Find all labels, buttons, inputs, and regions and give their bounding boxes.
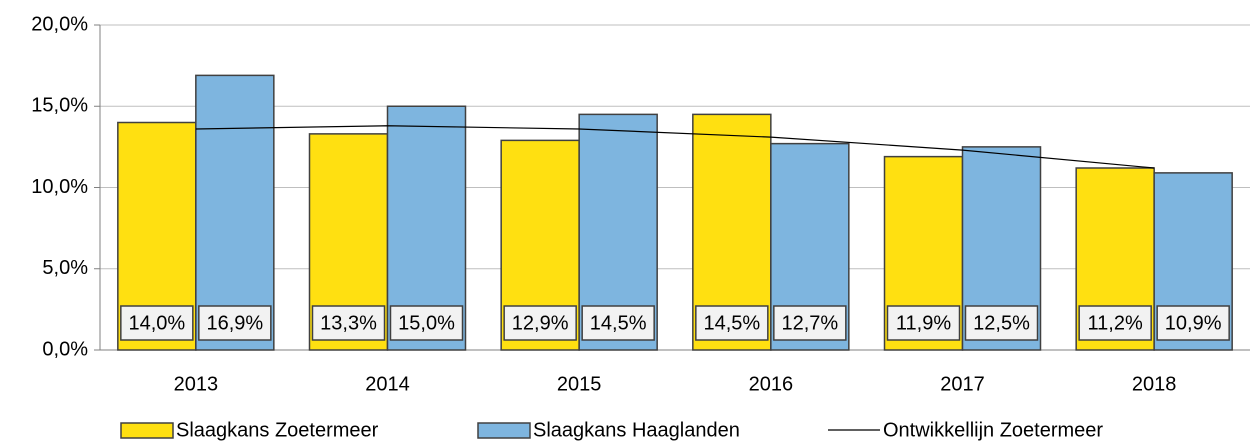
x-tick-label: 2018	[1132, 373, 1177, 395]
legend-swatch	[477, 422, 531, 439]
data-label: 13,3%	[320, 312, 377, 334]
y-tick-label: 5,0%	[42, 257, 88, 279]
data-label-box	[1156, 305, 1230, 341]
legend-label: Ontwikkellijn Zoetermeer	[883, 419, 1103, 441]
data-label-box	[311, 305, 386, 341]
bar	[195, 74, 275, 351]
data-label: 14,5%	[703, 312, 760, 334]
legend-label: Slaagkans Haaglanden	[533, 419, 740, 441]
data-label-box	[120, 305, 194, 341]
data-label: 12,7%	[781, 312, 838, 334]
y-tick-label: 15,0%	[31, 95, 88, 117]
data-label-box	[773, 305, 847, 341]
data-label: 15,0%	[398, 312, 455, 334]
x-tick-label: 2015	[557, 373, 602, 395]
x-tick-label: 2013	[174, 373, 219, 395]
data-label: 12,9%	[512, 312, 569, 334]
data-label: 10,9%	[1165, 312, 1222, 334]
data-label-box	[581, 305, 655, 341]
legend-label: Slaagkans Zoetermeer	[176, 419, 379, 441]
data-label-box	[964, 305, 1039, 341]
x-tick-label: 2014	[365, 373, 410, 395]
legend-swatch	[120, 422, 174, 439]
data-label-box	[503, 305, 577, 341]
data-label-box	[695, 305, 769, 341]
data-label: 12,5%	[973, 312, 1030, 334]
data-label: 16,9%	[206, 312, 263, 334]
x-tick-label: 2016	[749, 373, 794, 395]
data-label: 14,0%	[128, 312, 185, 334]
data-label-box	[198, 305, 272, 341]
data-label-box	[886, 305, 961, 341]
y-tick-label: 20,0%	[31, 13, 88, 35]
trend-line	[195, 125, 1155, 169]
x-tick-label: 2017	[940, 373, 985, 395]
y-tick-label: 10,0%	[31, 176, 88, 198]
data-label: 11,9%	[896, 312, 951, 334]
data-label: 11,2%	[1088, 312, 1143, 334]
data-label-box	[389, 305, 464, 341]
data-label-box	[1078, 305, 1152, 341]
y-tick-label: 0,0%	[42, 338, 88, 360]
data-label: 14,5%	[590, 312, 647, 334]
